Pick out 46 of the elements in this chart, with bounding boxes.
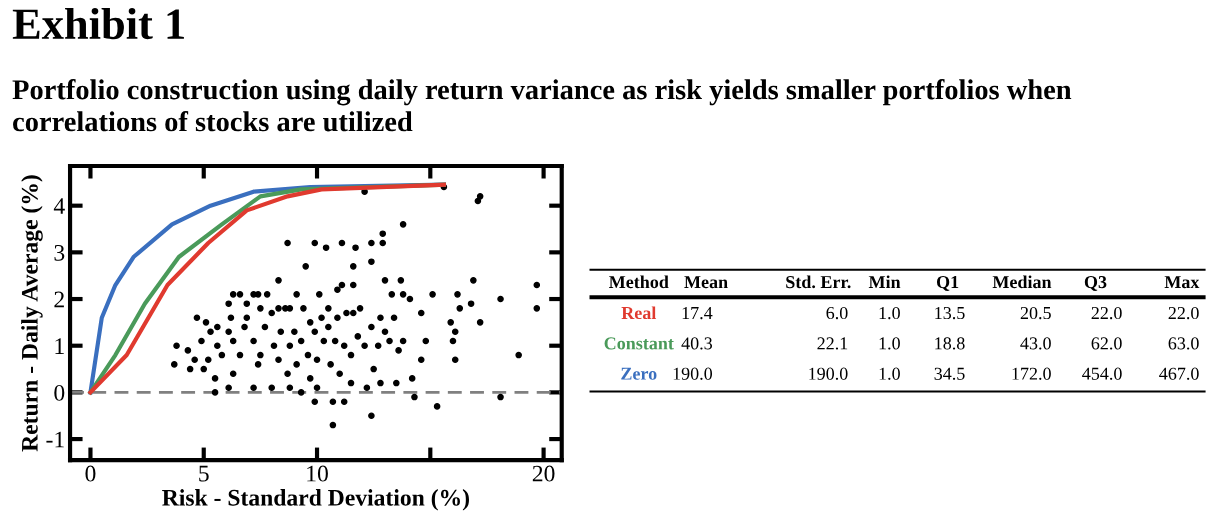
text: 1.0 [879, 306, 900, 320]
text: 6.0 [826, 306, 848, 320]
y-axis-title: Return - Daily Average (%) [21, 175, 43, 452]
y-tick-label: 0 [54, 384, 65, 401]
x-axis-title: Risk - Standard Deviation (%) [162, 489, 469, 511]
category-label: Max [1164, 276, 1200, 289]
category-label: Constant [604, 337, 674, 350]
text: 18.8 [935, 337, 965, 350]
text: 34.5 [934, 367, 965, 380]
text: 43.0 [1020, 337, 1051, 350]
x-tick-label: 10 [307, 465, 328, 482]
category-label: Zero [621, 367, 657, 380]
text: 1.0 [879, 367, 900, 380]
text: 22.0 [1091, 306, 1122, 320]
text: 190.0 [809, 367, 848, 380]
text: 62.0 [1091, 337, 1122, 350]
text: 190.0 [673, 367, 713, 380]
y-tick-label: 4 [53, 198, 65, 214]
y-tick-label: 1 [55, 338, 64, 354]
text: 22.1 [817, 337, 848, 350]
category-label: Std. Err. [786, 275, 851, 289]
x-tick-label: 5 [199, 465, 209, 482]
category-label: Q1 [936, 276, 959, 291]
text: 454.0 [1082, 367, 1122, 380]
text: 172.0 [1012, 367, 1051, 380]
chart-title: Exhibit 1 [12, 7, 184, 40]
y-tick-label: 2 [54, 291, 64, 308]
text: 1.0 [879, 337, 900, 350]
category-label: Min [868, 275, 901, 288]
text: 63.0 [1168, 337, 1199, 350]
category-label: Method [609, 275, 669, 289]
chart-subtitle: Portfolio construction using daily return variance as risk yields smaller portfolios when correlations of stocks are utilized [12, 79, 1072, 132]
category-label: Mean [684, 276, 728, 289]
x-tick-label: 20 [532, 465, 555, 482]
y-tick-label: 3 [54, 244, 65, 261]
category-label: Real [621, 306, 657, 320]
x-tick-label: 0 [85, 465, 96, 482]
category-label: Q3 [1084, 276, 1107, 291]
text: 467.0 [1159, 367, 1199, 380]
text: 22.0 [1168, 306, 1199, 320]
text: 40.3 [681, 337, 713, 350]
text: 17.4 [682, 307, 713, 320]
text: 13.5 [935, 306, 965, 320]
category-label: Median [992, 275, 1052, 289]
text: 20.5 [1020, 306, 1051, 320]
y-tick-label: -1 [46, 431, 64, 448]
